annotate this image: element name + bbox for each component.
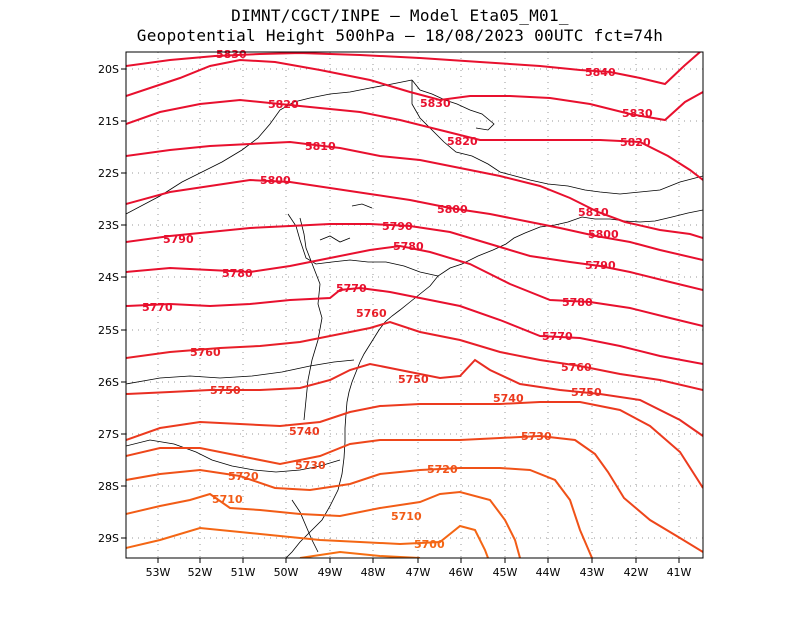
label-5830-a: 5830 <box>216 48 247 61</box>
coastline-borders <box>126 79 703 558</box>
label-5770-b: 5770 <box>336 282 367 295</box>
label-5820-c: 5820 <box>620 136 651 149</box>
border-brazil-west <box>299 217 323 421</box>
label-5800-c: 5800 <box>588 228 619 241</box>
state-border-mg-rj <box>411 80 703 195</box>
x-tick-52w: 52W <box>188 566 213 579</box>
contour-5800 <box>126 178 703 261</box>
x-tick-51w: 51W <box>231 566 256 579</box>
island-coast <box>411 79 495 131</box>
label-5780-a: 5780 <box>222 267 253 280</box>
contour-5780 <box>126 244 703 327</box>
label-5790-c: 5790 <box>585 259 616 272</box>
contour-5840 <box>126 52 701 86</box>
state-border-sc-rs <box>126 439 341 473</box>
x-tick-45w: 45W <box>493 566 518 579</box>
x-tick-49w: 49W <box>318 566 343 579</box>
label-5770-a: 5770 <box>142 301 173 314</box>
contour-5700 <box>126 524 489 558</box>
reservoir-2 <box>351 203 373 209</box>
title-line-2: Geopotential Height 500hPa – 18/08/2023 … <box>136 26 664 45</box>
label-5750-c: 5750 <box>571 386 602 399</box>
y-tick-23s: 23S <box>98 219 119 232</box>
y-tick-29s: 29S <box>98 532 119 545</box>
contour-5820 <box>126 98 703 181</box>
y-tick-24s: 24S <box>98 271 119 284</box>
contour-labels: 5830 5840 5830 5830 5820 5820 5820 5810 … <box>142 48 653 551</box>
label-5710-a: 5710 <box>212 493 243 506</box>
label-5750-b: 5750 <box>398 373 429 386</box>
label-5780-c: 5780 <box>562 296 593 309</box>
x-tick-48w: 48W <box>361 566 386 579</box>
x-tick-53w: 53W <box>146 566 171 579</box>
label-5810-a: 5810 <box>305 140 336 153</box>
label-5830-c: 5830 <box>622 107 653 120</box>
label-5710-b: 5710 <box>391 510 422 523</box>
y-tick-25s: 25S <box>98 324 119 337</box>
x-tick-47w: 47W <box>406 566 431 579</box>
state-border-mg-sp <box>126 79 413 215</box>
contour-5740 <box>126 401 703 489</box>
label-5740-a: 5740 <box>289 425 320 438</box>
label-5810-b: 5810 <box>578 206 609 219</box>
contour-lines <box>126 52 703 558</box>
contour-5770 <box>126 286 703 365</box>
label-5790-a: 5790 <box>163 233 194 246</box>
x-tick-44w: 44W <box>536 566 561 579</box>
y-tick-26s: 26S <box>98 376 119 389</box>
label-5790-b: 5790 <box>382 220 413 233</box>
label-5760-c: 5760 <box>561 361 592 374</box>
label-5820-a: 5820 <box>268 98 299 111</box>
x-tick-42w: 42W <box>624 566 649 579</box>
label-5760-a: 5760 <box>190 346 221 359</box>
state-border-pr-sc <box>126 359 355 385</box>
y-tick-22s: 22S <box>98 167 119 180</box>
plot-frame <box>125 51 704 559</box>
tick-marks <box>121 68 680 563</box>
label-5840: 5840 <box>585 66 616 79</box>
x-tick-labels: 53W 52W 51W 50W 49W 48W 47W 46W 45W 44W … <box>146 566 692 579</box>
label-5760-b: 5760 <box>356 307 387 320</box>
label-5820-b: 5820 <box>447 135 478 148</box>
label-5730-b: 5730 <box>521 430 552 443</box>
contour-5730 <box>126 434 703 553</box>
label-5720-a: 5720 <box>228 470 259 483</box>
x-tick-50w: 50W <box>274 566 299 579</box>
contour-5790 <box>126 223 703 291</box>
contour-5760 <box>126 320 703 391</box>
label-5740-b: 5740 <box>493 392 524 405</box>
contour-5830 <box>126 58 703 122</box>
label-5800-a: 5800 <box>260 174 291 187</box>
y-tick-28s: 28S <box>98 480 119 493</box>
lagoon <box>291 499 319 553</box>
y-tick-20s: 20S <box>98 63 119 76</box>
y-tick-27s: 27S <box>98 428 119 441</box>
contour-5710 <box>126 490 521 558</box>
contour-5750 <box>126 358 703 437</box>
label-5730-a: 5730 <box>295 459 326 472</box>
label-5780-b: 5780 <box>393 240 424 253</box>
title-line-1: DIMNT/CGCT/INPE – Model Eta05_M01_ <box>231 6 569 25</box>
reservoir <box>319 235 351 243</box>
label-5800-b: 5800 <box>437 203 468 216</box>
state-border-sp-pr <box>287 213 439 277</box>
contour-5720 <box>126 467 593 558</box>
y-tick-labels: 20S 21S 22S 23S 24S 25S 26S 27S 28S 29S <box>98 63 119 545</box>
x-tick-46w: 46W <box>449 566 474 579</box>
label-5720-b: 5720 <box>427 463 458 476</box>
label-5750-a: 5750 <box>210 384 241 397</box>
label-5700: 5700 <box>414 538 445 551</box>
x-tick-43w: 43W <box>580 566 605 579</box>
label-5830-b: 5830 <box>420 97 451 110</box>
contour-5810 <box>126 140 703 239</box>
y-tick-21s: 21S <box>98 115 119 128</box>
x-tick-41w: 41W <box>667 566 692 579</box>
contour-5690 <box>299 550 421 558</box>
coastline <box>285 209 703 558</box>
label-5770-c: 5770 <box>542 330 573 343</box>
